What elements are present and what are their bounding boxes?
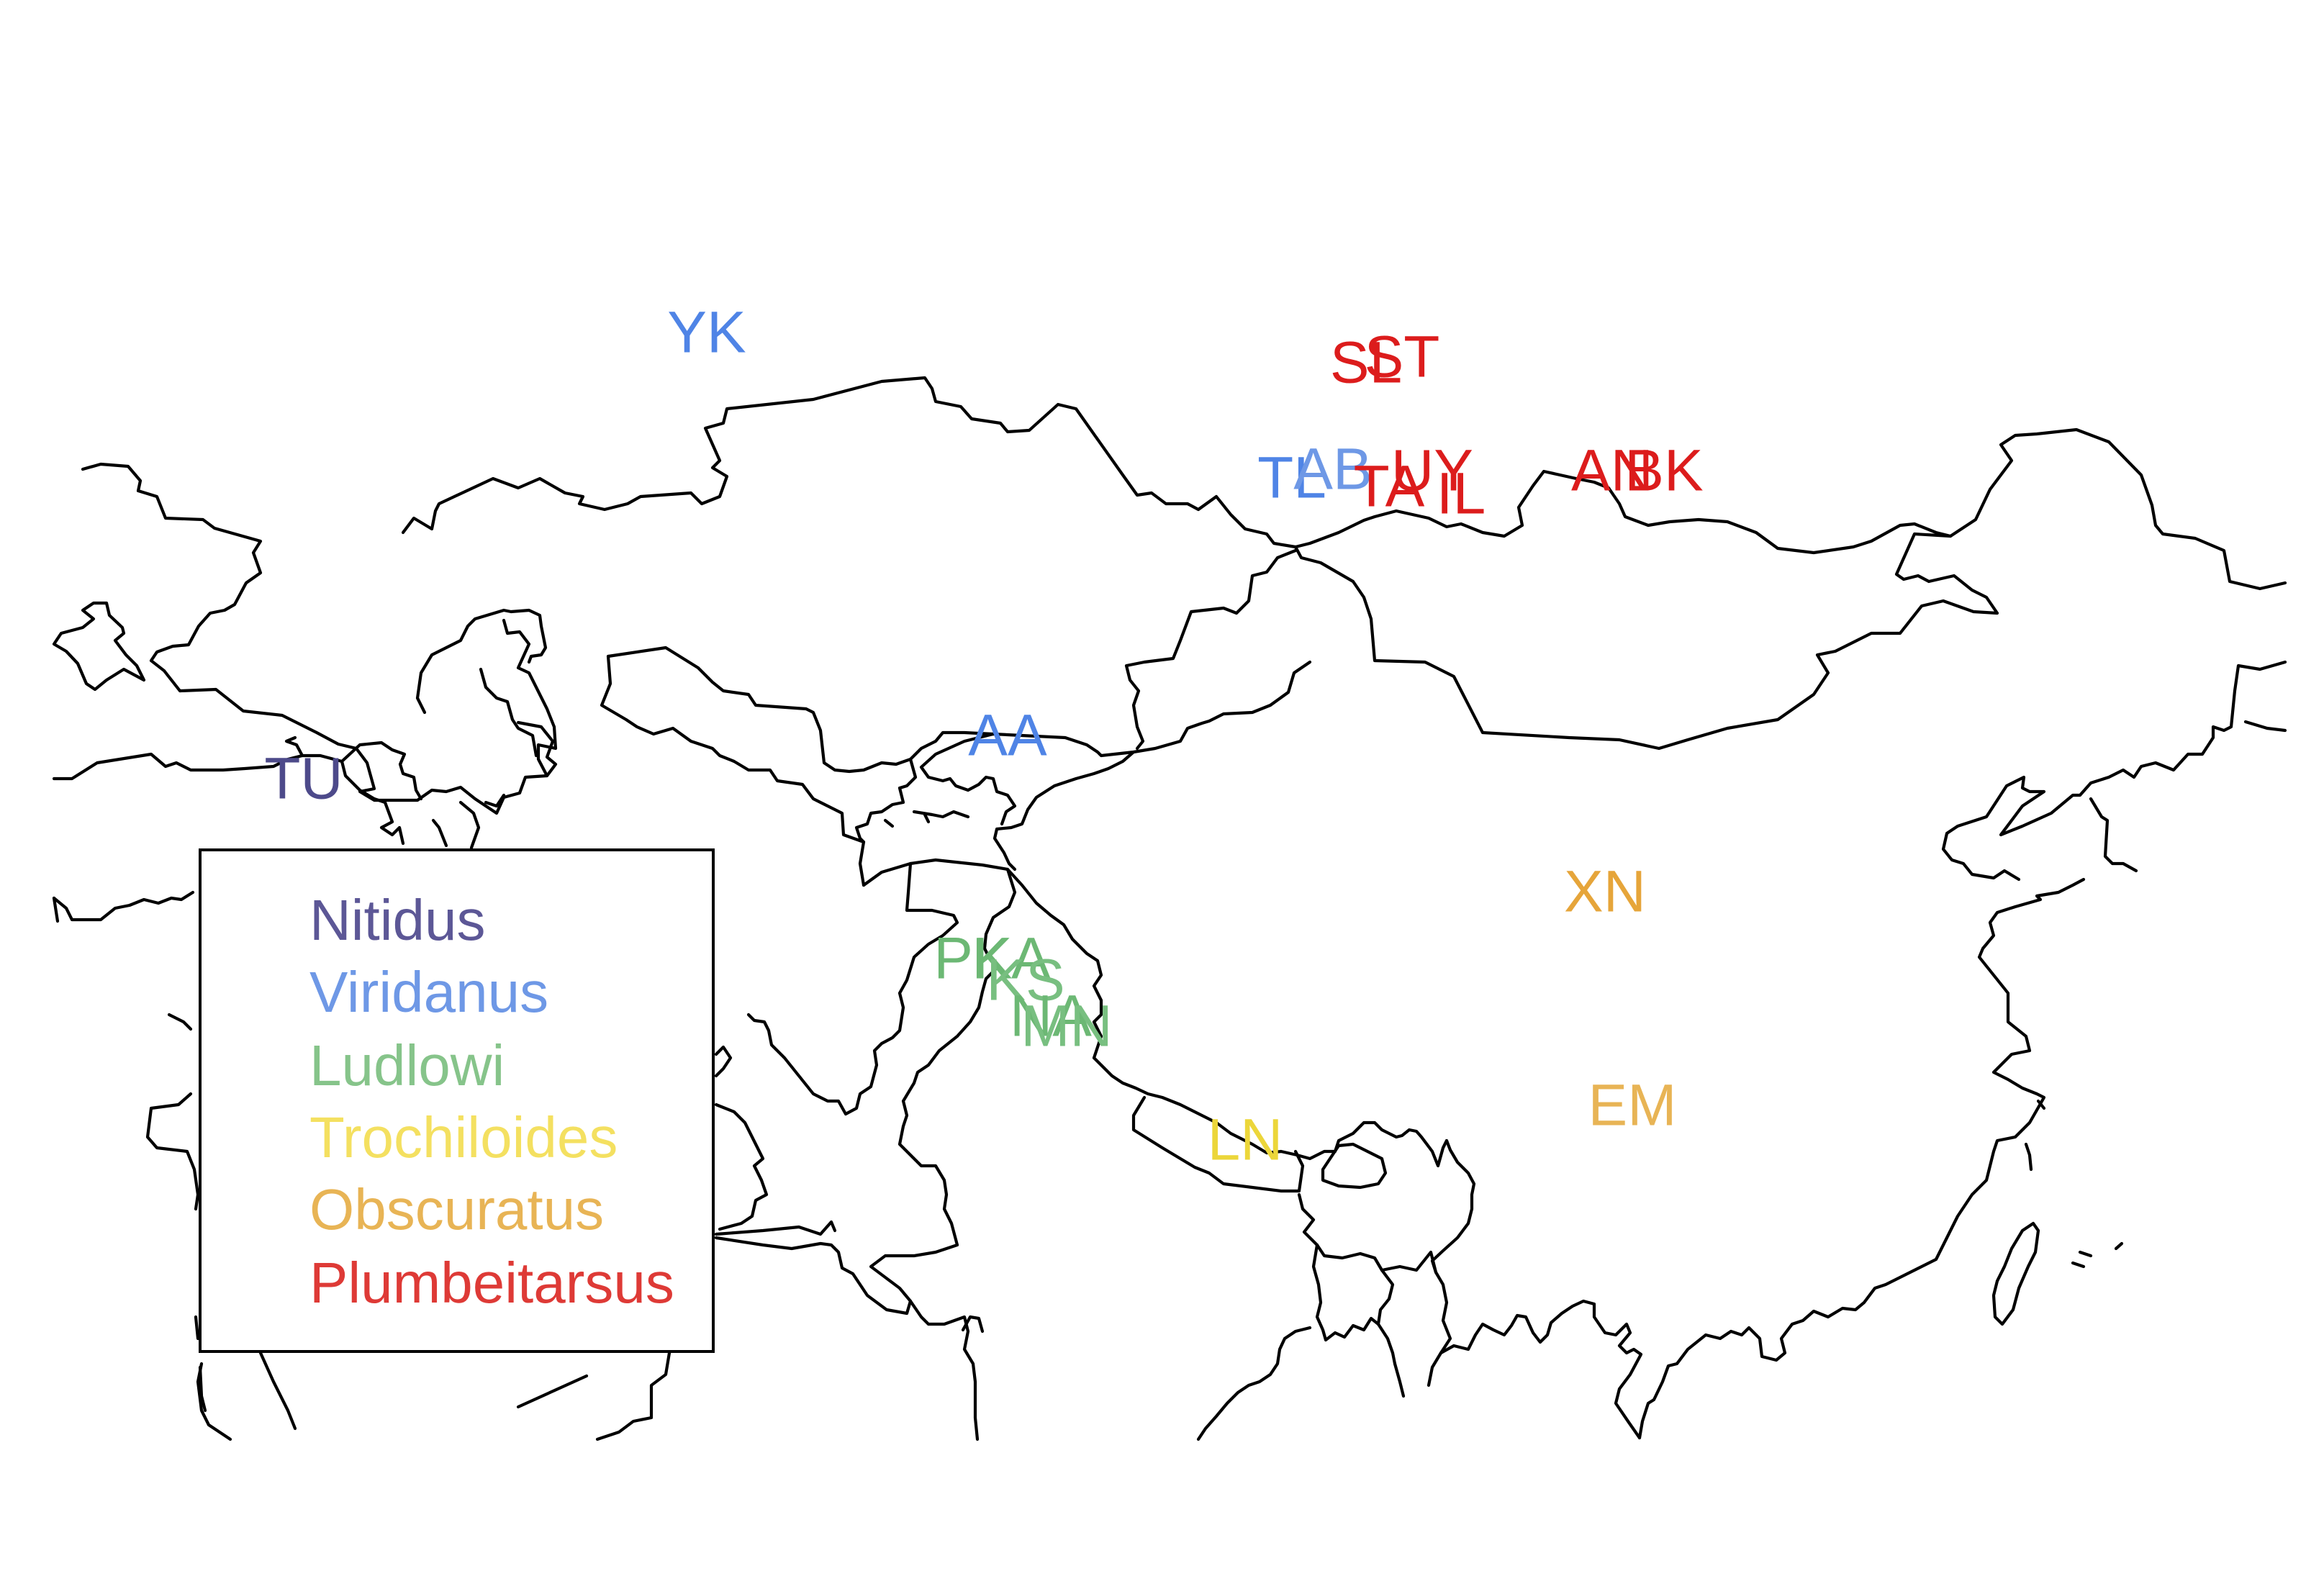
site-label-yk: YK <box>667 300 746 366</box>
site-label-uy: UY <box>1391 438 1473 504</box>
site-label-il: IL <box>1437 461 1486 527</box>
border-line <box>1321 1142 1388 1190</box>
border-line <box>1941 660 2287 882</box>
border-line <box>1637 877 2086 1440</box>
border-line <box>714 1192 959 1315</box>
border-line <box>854 757 918 844</box>
border-line <box>1124 548 1298 751</box>
border-line <box>908 1299 980 1441</box>
site-label-tu: TU <box>264 746 343 812</box>
border-line <box>898 867 1017 1197</box>
border-line <box>883 810 970 828</box>
border-line <box>714 1045 733 1078</box>
site-label-aa: AA <box>968 703 1047 769</box>
site-label-ln: LN <box>1208 1108 1283 1173</box>
legend-entry-viridanus: Viridanus <box>309 960 549 1024</box>
site-label-tl: TL <box>1257 445 1326 511</box>
border-line <box>1393 1351 1443 1398</box>
border-line <box>919 732 1017 826</box>
border-line <box>714 1102 769 1231</box>
border-line <box>52 890 195 922</box>
site-label-st: ST <box>1365 325 1440 390</box>
legend-entry-trochiloides: Trochiloides <box>309 1105 618 1169</box>
site-label-bk: BK <box>1624 438 1703 504</box>
border-line <box>606 646 1312 774</box>
border-line <box>258 1351 672 1441</box>
border-line <box>1380 1250 1438 1274</box>
border-line <box>746 861 959 1116</box>
site-label-xn: XN <box>1564 859 1646 925</box>
border-line <box>993 750 1136 871</box>
site-label-an: AN <box>1571 438 1653 504</box>
legend-entry-nitidus: Nitidus <box>309 888 486 952</box>
site-label-ka: KA <box>972 926 1051 992</box>
border-line <box>479 667 538 758</box>
border-line <box>2089 797 2138 873</box>
border-line <box>81 462 263 693</box>
border-line <box>1430 1138 1643 1440</box>
site-label-ks: KS <box>986 948 1064 1013</box>
site-label-ab: AB <box>1293 437 1372 502</box>
border-line <box>1131 1095 1305 1193</box>
border-line <box>431 793 506 850</box>
border-line <box>1297 1192 1397 1366</box>
site-label-em: EM <box>1588 1073 1677 1138</box>
border-line <box>52 601 146 692</box>
border-line <box>401 376 1298 549</box>
border-line <box>2024 1142 2033 1172</box>
country-borders <box>52 376 2287 1441</box>
border-line <box>961 1315 985 1333</box>
site-label-sl: SL <box>1330 330 1402 396</box>
border-line <box>862 858 1103 1060</box>
border-line <box>178 687 558 815</box>
legend-entry-ludlowi: Ludlowi <box>309 1033 505 1097</box>
border-line <box>714 1220 837 1236</box>
border-line <box>300 741 423 801</box>
site-label-na: NA <box>1010 984 1092 1049</box>
border-line <box>1311 1243 1380 1342</box>
border-line <box>1092 1056 1449 1168</box>
border-line <box>1196 1326 1312 1441</box>
border-line <box>1293 427 2287 751</box>
border-line <box>502 618 558 778</box>
border-line <box>2071 1241 2124 1269</box>
border-line <box>2036 1099 2046 1110</box>
border-line <box>196 1362 232 1441</box>
legend-entry-obscuratus: Obscuratus <box>309 1177 605 1241</box>
site-label-ta: TA <box>1354 454 1425 520</box>
border-line <box>1991 1221 2040 1326</box>
border-line <box>52 735 304 781</box>
site-label-pk: PK <box>933 926 1012 992</box>
legend-entry-plumbeitarsus: Plumbeitarsus <box>309 1251 674 1315</box>
border-line <box>1293 469 1953 555</box>
legend-box: Nitidus Viridanus Ludlowi Trochiloides O… <box>199 848 715 1353</box>
border-line <box>52 896 200 1211</box>
border-line <box>2243 720 2287 733</box>
border-line <box>600 654 866 887</box>
border-line <box>415 608 548 715</box>
border-line <box>194 1315 207 1413</box>
site-label-mn: MN <box>1021 994 1113 1059</box>
border-line <box>340 759 405 846</box>
